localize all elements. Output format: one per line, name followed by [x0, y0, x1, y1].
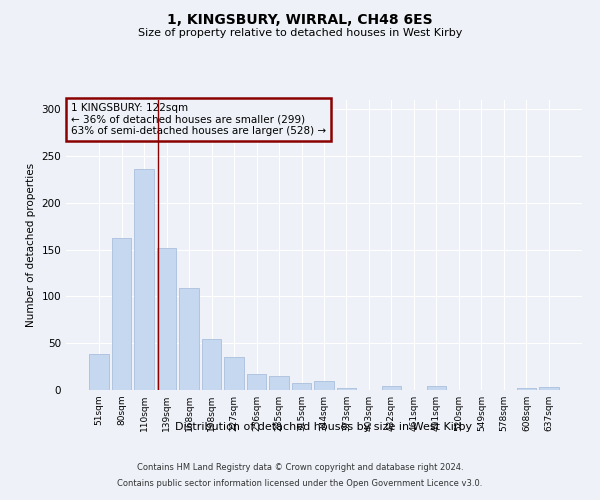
Bar	[134, 169, 154, 390]
Bar	[179, 288, 199, 390]
Bar	[89, 354, 109, 390]
Bar	[202, 338, 221, 390]
Bar	[112, 238, 131, 390]
Text: Distribution of detached houses by size in West Kirby: Distribution of detached houses by size …	[175, 422, 473, 432]
Text: 1 KINGSBURY: 122sqm
← 36% of detached houses are smaller (299)
63% of semi-detac: 1 KINGSBURY: 122sqm ← 36% of detached ho…	[71, 103, 326, 136]
Bar	[292, 382, 311, 390]
Text: Contains HM Land Registry data © Crown copyright and database right 2024.: Contains HM Land Registry data © Crown c…	[137, 464, 463, 472]
Text: Size of property relative to detached houses in West Kirby: Size of property relative to detached ho…	[138, 28, 462, 38]
Bar	[224, 358, 244, 390]
Bar	[314, 380, 334, 390]
Bar	[269, 376, 289, 390]
Bar	[517, 388, 536, 390]
Y-axis label: Number of detached properties: Number of detached properties	[26, 163, 36, 327]
Bar	[427, 386, 446, 390]
Bar	[247, 374, 266, 390]
Text: Contains public sector information licensed under the Open Government Licence v3: Contains public sector information licen…	[118, 478, 482, 488]
Bar	[337, 388, 356, 390]
Text: 1, KINGSBURY, WIRRAL, CH48 6ES: 1, KINGSBURY, WIRRAL, CH48 6ES	[167, 12, 433, 26]
Bar	[382, 386, 401, 390]
Bar	[157, 248, 176, 390]
Bar	[539, 387, 559, 390]
